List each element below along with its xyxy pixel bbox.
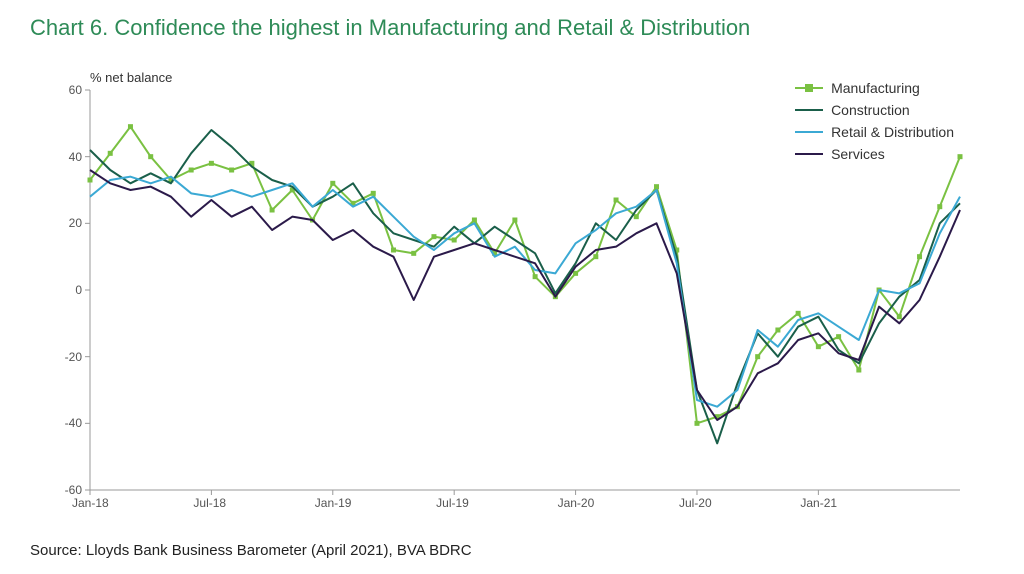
y-tick-label: -20 xyxy=(65,350,82,364)
series-marker xyxy=(816,344,821,349)
series-marker xyxy=(958,154,963,159)
series-line xyxy=(90,170,960,420)
series-marker xyxy=(472,218,477,223)
series-marker xyxy=(391,248,396,253)
x-tick-label: Jul-19 xyxy=(436,496,469,510)
x-tick-label: Jul-20 xyxy=(679,496,712,510)
series-marker xyxy=(836,334,841,339)
series-marker xyxy=(796,311,801,316)
x-tick-label: Jul-18 xyxy=(193,496,226,510)
series-marker xyxy=(411,251,416,256)
series-marker xyxy=(917,254,922,259)
series-marker xyxy=(128,124,133,129)
legend-item: Manufacturing xyxy=(795,80,954,96)
series-line xyxy=(90,130,960,443)
series-marker xyxy=(431,234,436,239)
series-line xyxy=(90,177,960,407)
legend-label: Construction xyxy=(831,102,910,118)
series-marker xyxy=(654,184,659,189)
chart-source: Source: Lloyds Bank Business Barometer (… xyxy=(30,542,472,559)
legend-label: Manufacturing xyxy=(831,80,920,96)
legend-label: Services xyxy=(831,146,885,162)
series-marker xyxy=(452,238,457,243)
series-marker xyxy=(88,178,93,183)
series-marker xyxy=(573,271,578,276)
series-marker xyxy=(148,154,153,159)
y-tick-label: -40 xyxy=(65,416,82,430)
series-marker xyxy=(189,168,194,173)
series-marker xyxy=(897,314,902,319)
legend-swatch xyxy=(795,109,823,111)
y-tick-label: 40 xyxy=(69,150,82,164)
series-marker xyxy=(330,181,335,186)
legend-swatch xyxy=(795,87,823,89)
series-line xyxy=(90,127,960,424)
series-marker xyxy=(634,214,639,219)
legend-item: Services xyxy=(795,146,954,162)
x-tick-label: Jan-18 xyxy=(72,496,109,510)
chart-container: Chart 6. Confidence the highest in Manuf… xyxy=(0,0,1024,574)
legend-swatch xyxy=(795,131,823,133)
y-tick-label: 60 xyxy=(69,83,82,97)
x-tick-label: Jan-19 xyxy=(315,496,352,510)
legend-item: Construction xyxy=(795,102,954,118)
series-marker xyxy=(937,204,942,209)
y-tick-label: 0 xyxy=(75,283,82,297)
series-marker xyxy=(614,198,619,203)
series-marker xyxy=(270,208,275,213)
series-marker xyxy=(775,328,780,333)
series-marker xyxy=(512,218,517,223)
series-marker xyxy=(108,151,113,156)
x-tick-label: Jan-21 xyxy=(800,496,837,510)
y-tick-label: -60 xyxy=(65,483,82,497)
y-tick-label: 20 xyxy=(69,216,82,230)
legend-swatch xyxy=(795,153,823,155)
legend-item: Retail & Distribution xyxy=(795,124,954,140)
series-marker xyxy=(755,354,760,359)
series-marker xyxy=(856,368,861,373)
series-marker xyxy=(533,274,538,279)
series-marker xyxy=(209,161,214,166)
legend-label: Retail & Distribution xyxy=(831,124,954,140)
series-marker xyxy=(694,421,699,426)
series-marker xyxy=(229,168,234,173)
x-tick-label: Jan-20 xyxy=(558,496,595,510)
series-marker xyxy=(593,254,598,259)
legend: Manufacturing Construction Retail & Distri… xyxy=(795,80,954,168)
legend-marker-icon xyxy=(805,84,813,92)
series-marker xyxy=(371,191,376,196)
